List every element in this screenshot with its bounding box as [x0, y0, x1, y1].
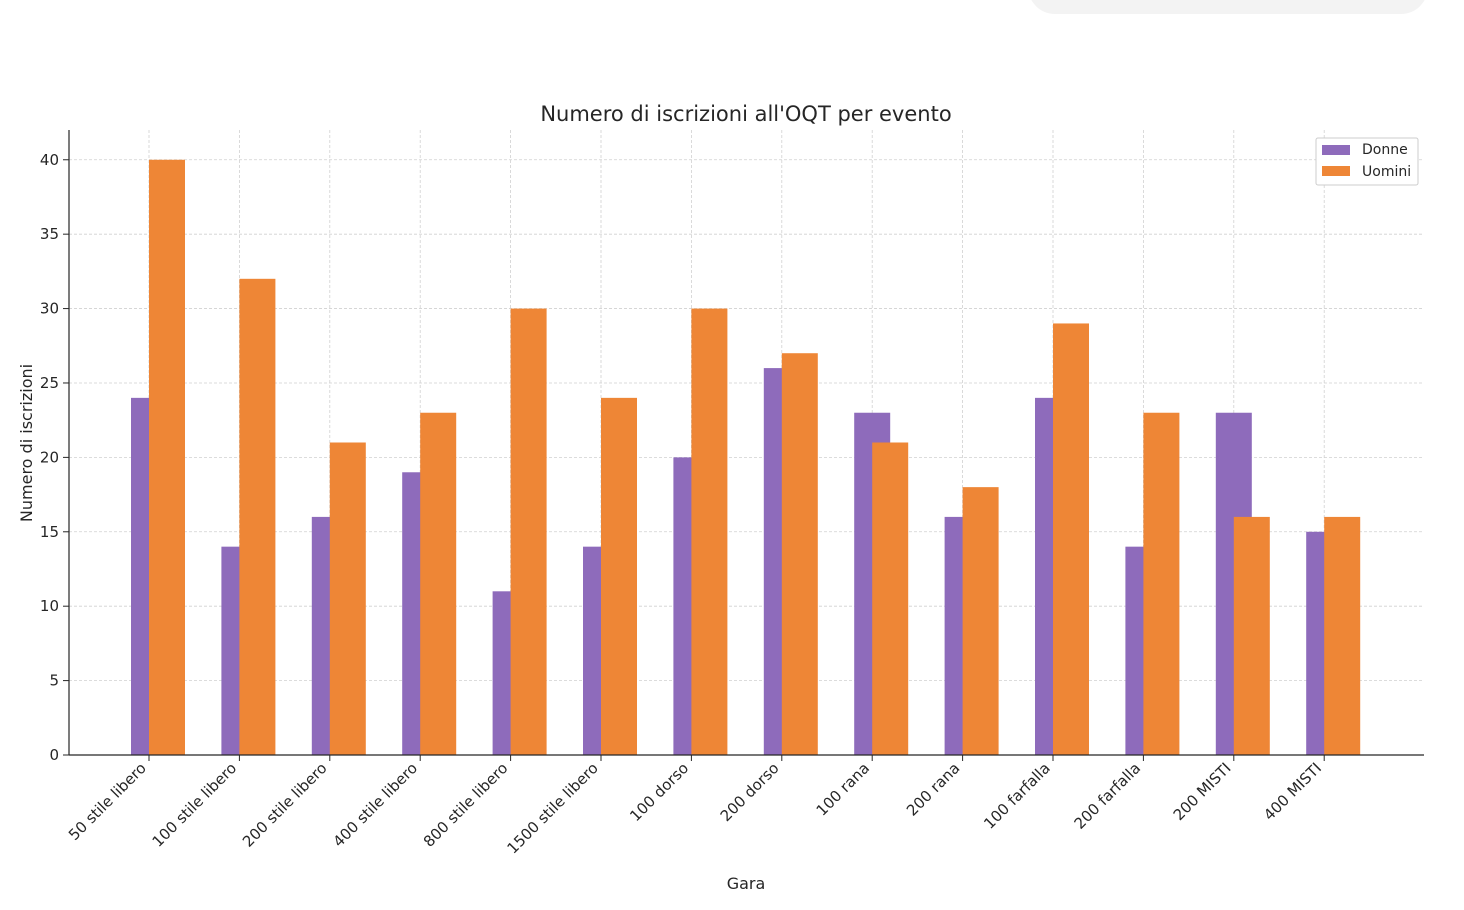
bar-uomini — [420, 412, 457, 755]
x-tick-label: 400 stile libero — [329, 759, 421, 851]
chart-title: Numero di iscrizioni all'OQT per evento — [540, 102, 951, 126]
x-tick-label: 200 stile libero — [239, 759, 331, 851]
y-tick-label: 25 — [40, 374, 59, 392]
y-tick-label: 40 — [40, 151, 59, 169]
x-tick-label: 100 rana — [813, 759, 873, 819]
legend-label-uomini: Uomini — [1362, 164, 1411, 180]
y-tick-label: 0 — [49, 746, 59, 764]
bar-uomini — [329, 442, 366, 755]
bars — [131, 159, 1361, 755]
bar-uomini — [1053, 323, 1089, 755]
bar-uomini — [1324, 516, 1361, 755]
x-tick-label: 50 stile libero — [65, 759, 150, 844]
x-tick-label: 200 rana — [903, 759, 963, 819]
x-tick-label: 200 MISTI — [1170, 759, 1235, 824]
y-axis-label: Numero di iscrizioni — [17, 364, 36, 522]
y-tick-label: 35 — [40, 225, 59, 243]
legend-swatch-uomini — [1322, 166, 1350, 176]
bar-uomini — [1233, 516, 1270, 755]
y-tick-label: 5 — [49, 672, 59, 690]
x-tick-label: 200 farfalla — [1071, 759, 1145, 833]
bar-uomini — [239, 278, 276, 755]
bar-uomini — [149, 159, 185, 755]
bar-uomini — [872, 442, 909, 755]
y-tick-label: 10 — [40, 597, 59, 615]
bar-uomini — [510, 308, 547, 755]
bar-uomini — [781, 353, 818, 755]
x-tick-label: 400 MISTI — [1260, 759, 1325, 824]
x-tick-label: 800 stile libero — [420, 759, 512, 851]
x-tick-label: 100 dorso — [626, 759, 692, 825]
x-axis-label: Gara — [727, 874, 766, 893]
legend-label-donne: Donne — [1362, 142, 1408, 158]
bar-uomini — [601, 397, 637, 755]
legend: Donne Uomini — [1315, 137, 1419, 186]
x-tick-label: 1500 stile libero — [503, 759, 601, 857]
y-tick-label: 20 — [40, 448, 59, 466]
bar-uomini — [1143, 412, 1180, 755]
bar-uomini — [691, 308, 728, 755]
y-tick-label: 15 — [40, 523, 59, 541]
y-ticks: 0 5 10 15 20 25 30 35 40 — [40, 151, 69, 764]
x-tick-label: 100 farfalla — [980, 759, 1054, 833]
y-tick-label: 30 — [40, 300, 59, 318]
top-search-pill — [1028, 0, 1428, 14]
bar-uomini — [962, 487, 999, 755]
x-tick-label: 200 dorso — [717, 759, 783, 825]
x-tick-label: 100 stile libero — [149, 759, 241, 851]
legend-swatch-donne — [1322, 145, 1350, 155]
